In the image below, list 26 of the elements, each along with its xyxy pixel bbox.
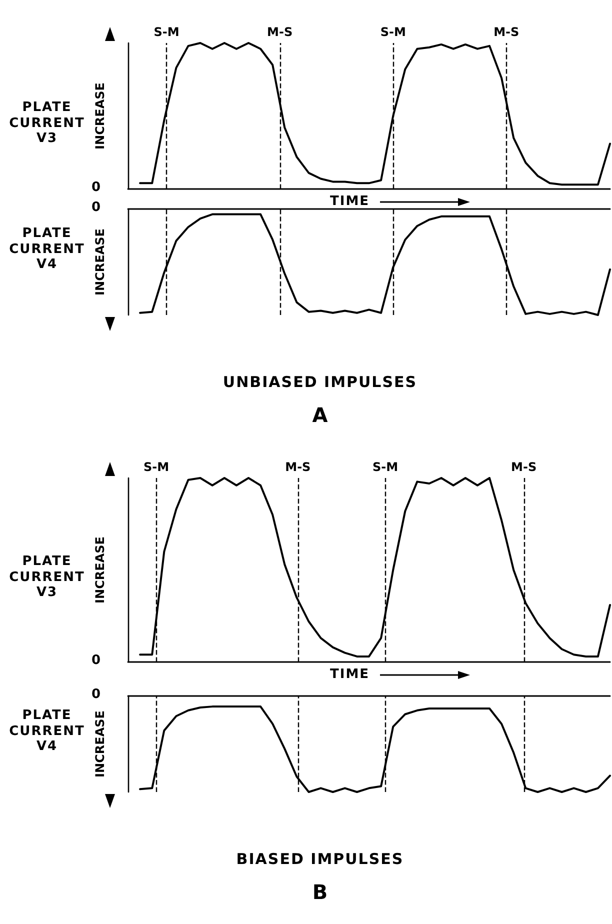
text: M-S <box>285 460 311 474</box>
text: M-S <box>494 25 520 39</box>
text: PLATE CURRENT V4 <box>8 708 86 755</box>
y-axis-title: INCREASE <box>93 82 107 150</box>
text: 0 <box>90 180 102 196</box>
text: B <box>311 880 329 904</box>
text: 0 <box>90 200 102 216</box>
x-axis-title: TIME <box>330 667 370 683</box>
text: M-S <box>267 25 293 39</box>
text: BIASED IMPULSES <box>235 850 405 868</box>
text: PLATE CURRENT V3 <box>8 100 86 147</box>
text: UNBIASED IMPULSES <box>222 373 418 391</box>
text: M-S <box>511 460 537 474</box>
text: A <box>311 403 329 427</box>
text: PLATE CURRENT V3 <box>8 554 86 601</box>
text: S-M <box>144 460 170 474</box>
y-axis-title: INCREASE <box>93 536 107 604</box>
text: S-M <box>372 460 398 474</box>
y-axis-title: INCREASE <box>93 710 107 778</box>
text: 0 <box>90 653 102 669</box>
text: S-M <box>380 25 406 39</box>
x-axis-title: TIME <box>330 194 370 210</box>
text: 0 <box>90 687 102 703</box>
y-axis-title: INCREASE <box>93 228 107 296</box>
text: S-M <box>154 25 180 39</box>
text: PLATE CURRENT V4 <box>8 226 86 273</box>
